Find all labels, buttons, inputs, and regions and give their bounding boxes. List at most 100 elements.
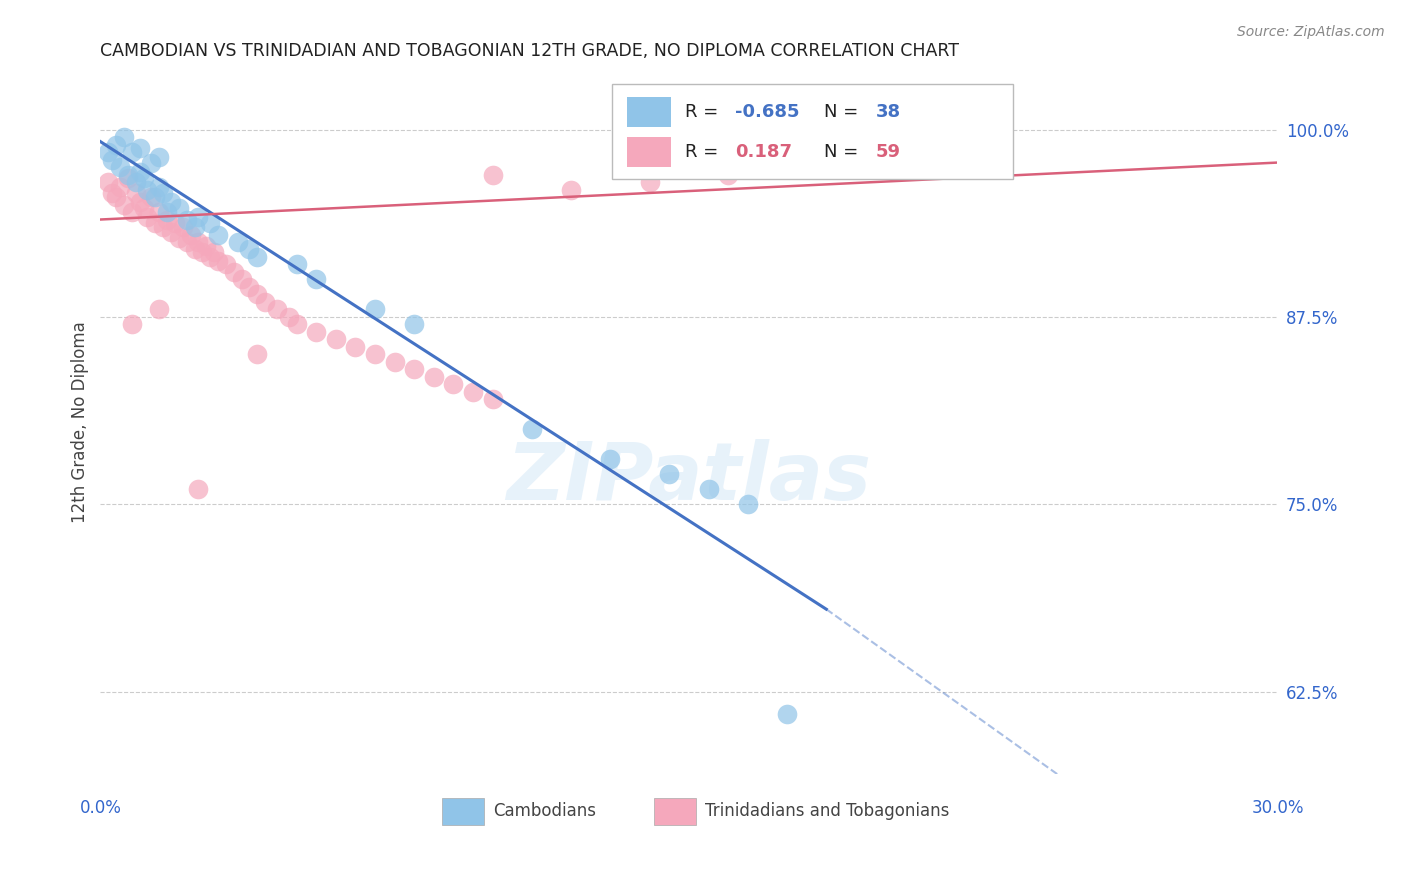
- Point: [108, 179, 131, 194]
- Point: [132, 201, 155, 215]
- Point: [108, 160, 131, 174]
- Text: Trinidadians and Tobagonians: Trinidadians and Tobagonians: [706, 803, 950, 821]
- Point: [183, 243, 205, 257]
- Point: [195, 239, 218, 253]
- Bar: [627, 137, 671, 167]
- Point: [520, 422, 543, 436]
- Point: [231, 272, 253, 286]
- Point: [697, 483, 720, 497]
- Point: [238, 280, 260, 294]
- Point: [717, 168, 740, 182]
- Point: [481, 392, 503, 407]
- Point: [246, 347, 269, 361]
- Point: [202, 245, 225, 260]
- Point: [191, 245, 214, 260]
- Bar: [654, 798, 696, 825]
- Point: [187, 235, 209, 249]
- Text: R =: R =: [685, 144, 724, 161]
- Point: [176, 212, 198, 227]
- Point: [285, 257, 308, 271]
- Text: 0.0%: 0.0%: [79, 798, 121, 817]
- Text: 38: 38: [876, 103, 901, 121]
- Point: [277, 310, 299, 324]
- Point: [121, 318, 143, 332]
- Point: [152, 219, 174, 234]
- Point: [481, 168, 503, 182]
- Point: [222, 265, 245, 279]
- Point: [200, 250, 222, 264]
- Point: [658, 467, 681, 482]
- Point: [121, 145, 143, 159]
- Point: [737, 497, 759, 511]
- Point: [254, 295, 277, 310]
- Point: [364, 302, 387, 317]
- Point: [128, 140, 150, 154]
- Point: [143, 215, 166, 229]
- Text: 0.187: 0.187: [735, 144, 792, 161]
- Text: 30.0%: 30.0%: [1251, 798, 1303, 817]
- Point: [148, 302, 170, 317]
- Point: [215, 257, 238, 271]
- Point: [599, 452, 621, 467]
- Point: [167, 230, 190, 244]
- Point: [128, 164, 150, 178]
- Point: [97, 145, 120, 159]
- Point: [285, 318, 308, 332]
- Point: [160, 194, 183, 209]
- Point: [560, 182, 582, 196]
- Text: N =: N =: [824, 103, 865, 121]
- Point: [132, 170, 155, 185]
- Point: [187, 483, 209, 497]
- Point: [461, 384, 484, 399]
- Point: [101, 153, 124, 167]
- Point: [912, 153, 935, 167]
- Point: [156, 212, 179, 227]
- Point: [238, 243, 260, 257]
- Point: [638, 175, 661, 189]
- Point: [148, 150, 170, 164]
- Point: [97, 175, 120, 189]
- Point: [136, 210, 159, 224]
- Point: [226, 235, 249, 249]
- Point: [364, 347, 387, 361]
- Point: [305, 325, 328, 339]
- Text: 59: 59: [876, 144, 901, 161]
- Point: [156, 205, 179, 219]
- Point: [112, 197, 135, 211]
- Point: [160, 225, 183, 239]
- Text: Cambodians: Cambodians: [494, 803, 596, 821]
- Point: [121, 205, 143, 219]
- Point: [112, 130, 135, 145]
- Point: [200, 215, 222, 229]
- Point: [246, 287, 269, 301]
- Point: [796, 160, 818, 174]
- Point: [117, 168, 139, 182]
- Point: [325, 333, 347, 347]
- Text: -0.685: -0.685: [735, 103, 800, 121]
- Point: [172, 219, 194, 234]
- Point: [246, 250, 269, 264]
- Point: [101, 186, 124, 200]
- Point: [344, 340, 367, 354]
- Point: [875, 155, 897, 169]
- Point: [183, 219, 205, 234]
- Point: [180, 227, 202, 242]
- Point: [167, 201, 190, 215]
- Point: [124, 175, 146, 189]
- Point: [443, 377, 465, 392]
- Point: [152, 186, 174, 200]
- Point: [305, 272, 328, 286]
- Point: [266, 302, 288, 317]
- Point: [404, 362, 426, 376]
- Point: [141, 155, 163, 169]
- Bar: [627, 97, 671, 127]
- Point: [423, 370, 446, 384]
- Point: [187, 210, 209, 224]
- Text: Source: ZipAtlas.com: Source: ZipAtlas.com: [1237, 25, 1385, 39]
- Y-axis label: 12th Grade, No Diploma: 12th Grade, No Diploma: [72, 321, 89, 523]
- Point: [148, 179, 170, 194]
- Point: [207, 254, 229, 268]
- Point: [141, 190, 163, 204]
- Point: [163, 215, 186, 229]
- Point: [384, 355, 406, 369]
